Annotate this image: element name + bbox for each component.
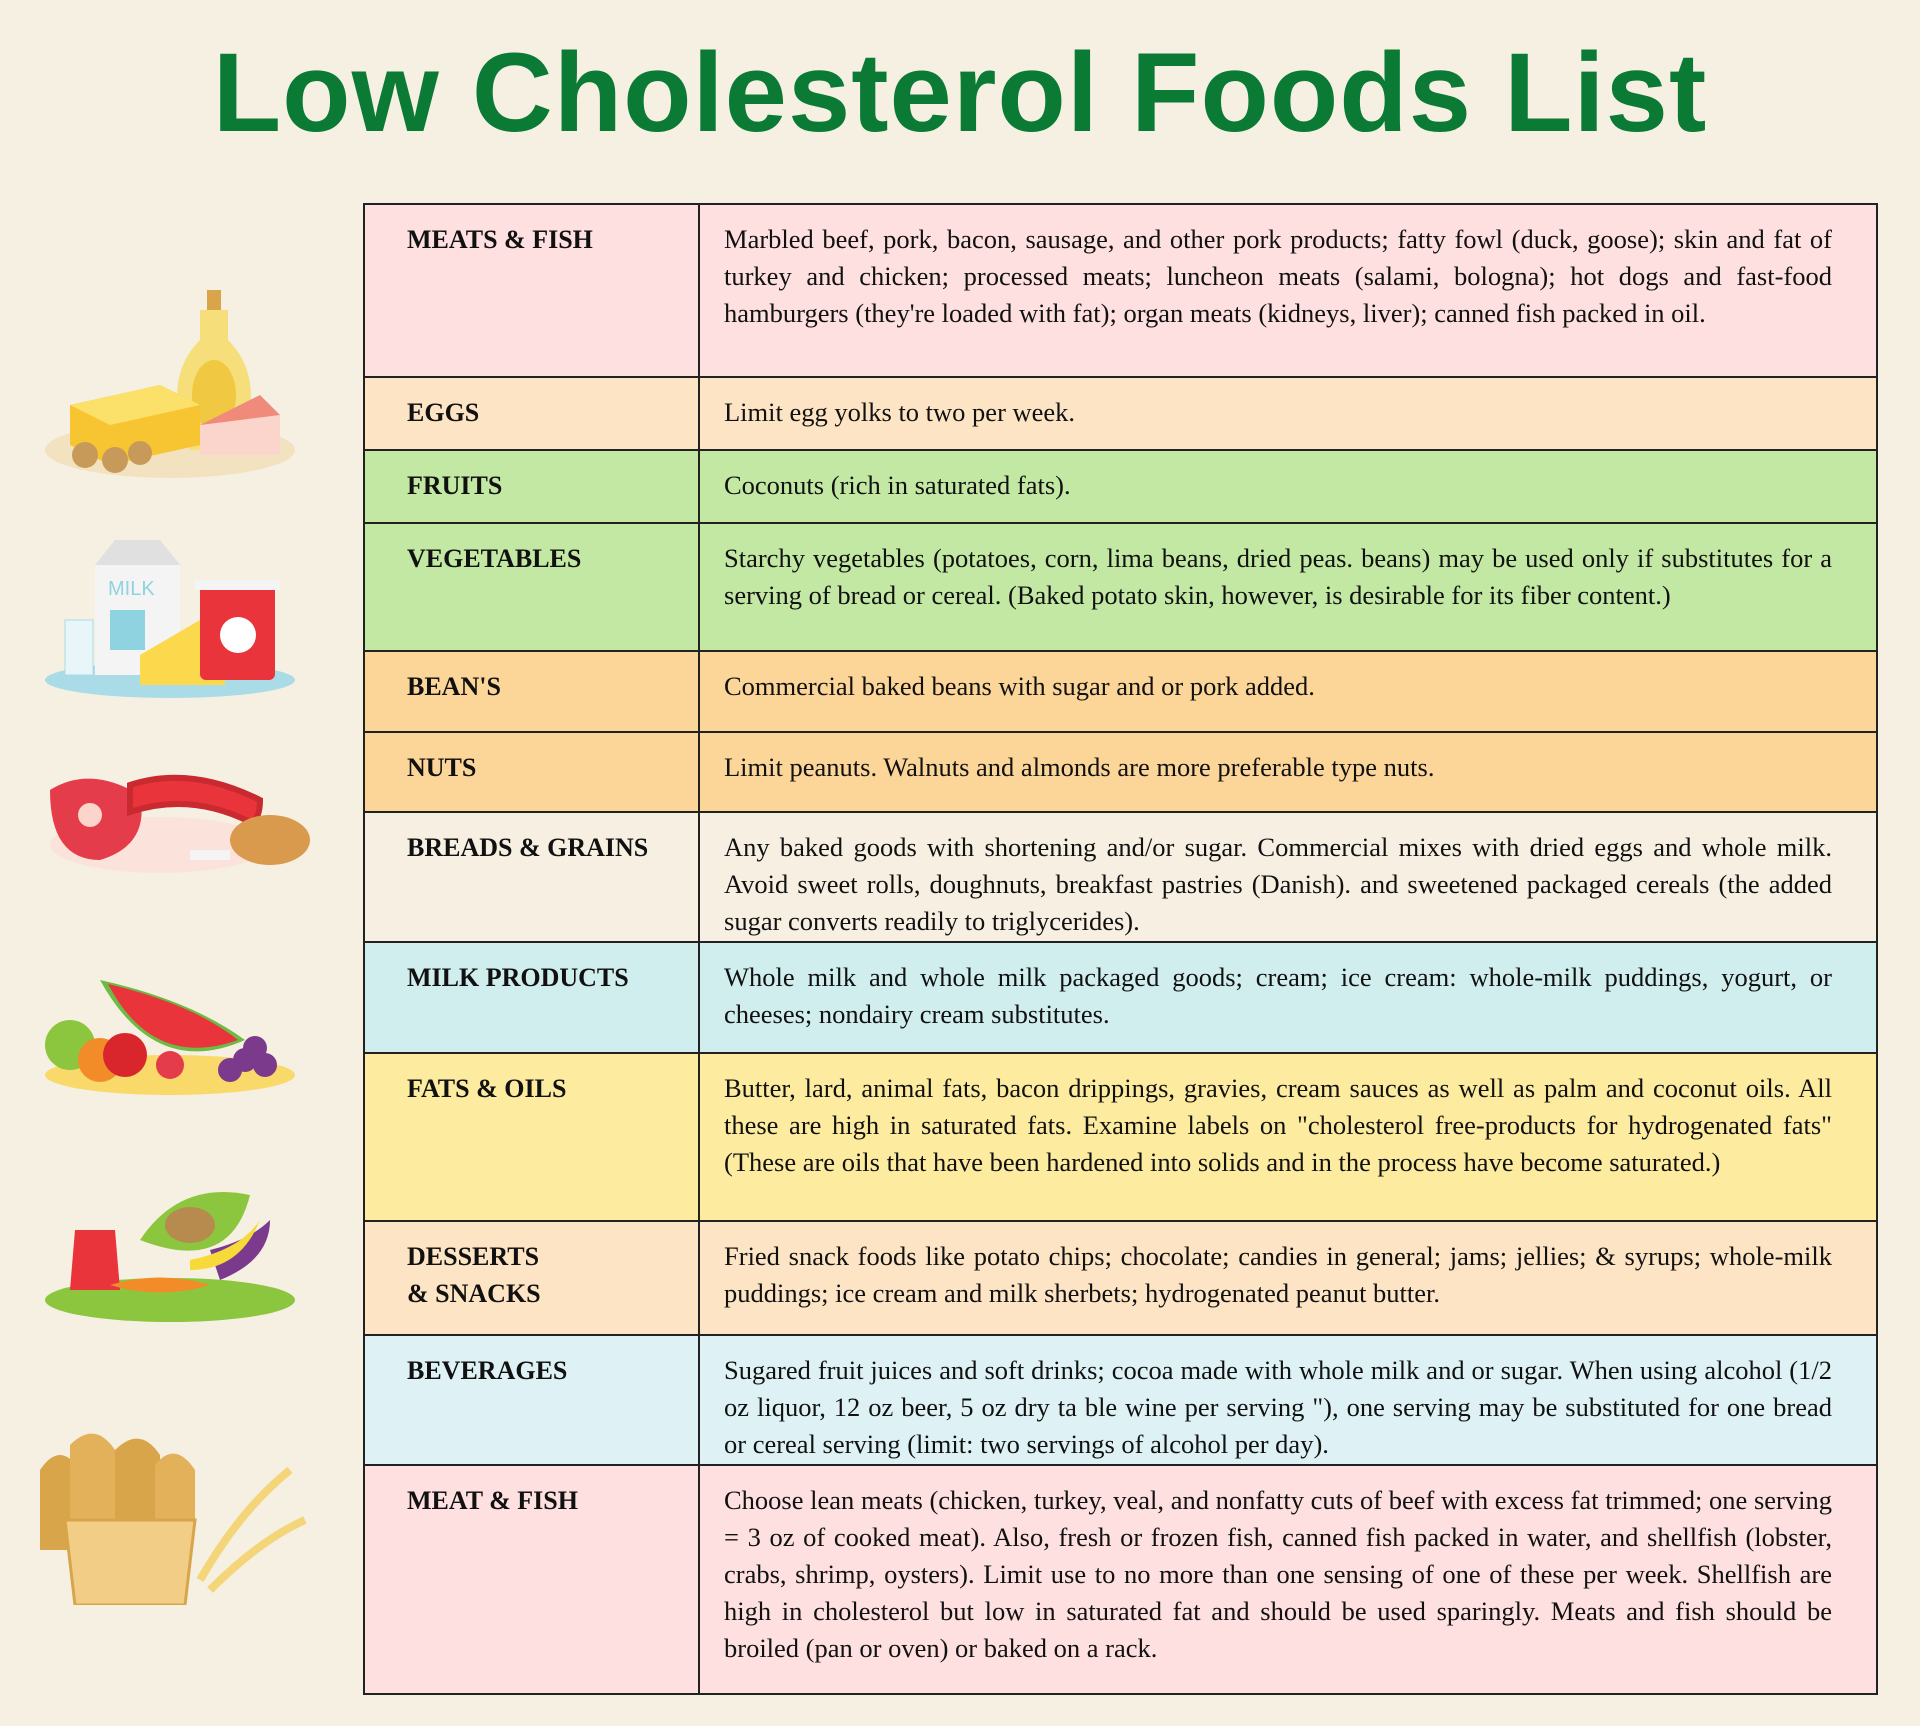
category-label: BEVERAGES — [363, 1334, 700, 1466]
fruits-illustration — [45, 980, 295, 1095]
category-label: MEATS & FISH — [363, 203, 700, 378]
vegetables-illustration — [45, 1192, 295, 1322]
category-description: Sugared fruit juices and soft drinks; co… — [698, 1334, 1878, 1466]
category-label: BEAN'S — [363, 650, 700, 733]
category-description: Coconuts (rich in saturated fats). — [698, 449, 1878, 524]
category-label: MILK PRODUCTS — [363, 941, 700, 1054]
category-label: FATS & OILS — [363, 1052, 700, 1222]
category-description: Whole milk and whole milk packaged goods… — [698, 941, 1878, 1054]
category-description: Any baked goods with shortening and/or s… — [698, 811, 1878, 943]
table-row: MILK PRODUCTS Whole milk and whole milk p… — [363, 941, 1878, 1054]
table-row: MEAT & FISH Choose lean meats (chicken, t… — [363, 1464, 1878, 1695]
table-row: BREADS & GRAINS Any baked goods with shor… — [363, 811, 1878, 943]
bread-basket-illustration — [40, 1433, 307, 1605]
meat-sausage-illustration — [50, 774, 310, 873]
category-description: Limit peanuts. Walnuts and almonds are m… — [698, 731, 1878, 813]
table-row: FRUITS Coconuts (rich in saturated fats). — [363, 449, 1878, 524]
category-label: NUTS — [363, 731, 700, 813]
category-description: Limit egg yolks to two per week. — [698, 376, 1878, 451]
foods-table: MEATS & FISH Marbled beef, pork, bacon, s… — [363, 203, 1878, 1695]
category-label: FRUITS — [363, 449, 700, 524]
cheese-oil-illustration — [45, 290, 295, 478]
table-row: BEAN'S Commercial baked beans with sugar … — [363, 650, 1878, 733]
table-row: EGGS Limit egg yolks to two per week. — [363, 376, 1878, 451]
category-label: VEGETABLES — [363, 522, 700, 652]
category-description: Marbled beef, pork, bacon, sausage, and … — [698, 203, 1878, 378]
category-description: Commercial baked beans with sugar and or… — [698, 650, 1878, 733]
category-description: Choose lean meats (chicken, turkey, veal… — [698, 1464, 1878, 1695]
dairy-illustration: MILK — [45, 540, 295, 698]
category-description: Starchy vegetables (potatoes, corn, lima… — [698, 522, 1878, 652]
category-label: BREADS & GRAINS — [363, 811, 700, 943]
page-title: Low Cholesterol Foods List — [212, 30, 1708, 155]
category-description: Butter, lard, animal fats, bacon drippin… — [698, 1052, 1878, 1222]
category-label: DESSERTS & SNACKS — [363, 1220, 700, 1336]
table-row: FATS & OILS Butter, lard, animal fats, ba… — [363, 1052, 1878, 1222]
table-row: BEVERAGES Sugared fruit juices and soft d… — [363, 1334, 1878, 1466]
category-label: EGGS — [363, 376, 700, 451]
category-label: MEAT & FISH — [363, 1464, 700, 1695]
table-row: MEATS & FISH Marbled beef, pork, bacon, s… — [363, 203, 1878, 378]
milk-label: MILK — [108, 578, 155, 600]
table-row: NUTS Limit peanuts. Walnuts and almonds a… — [363, 731, 1878, 813]
table-row: DESSERTS & SNACKS Fried snack foods like … — [363, 1220, 1878, 1336]
category-description: Fried snack foods like potato chips; cho… — [698, 1220, 1878, 1336]
table-row: VEGETABLES Starchy vegetables (potatoes, … — [363, 522, 1878, 652]
